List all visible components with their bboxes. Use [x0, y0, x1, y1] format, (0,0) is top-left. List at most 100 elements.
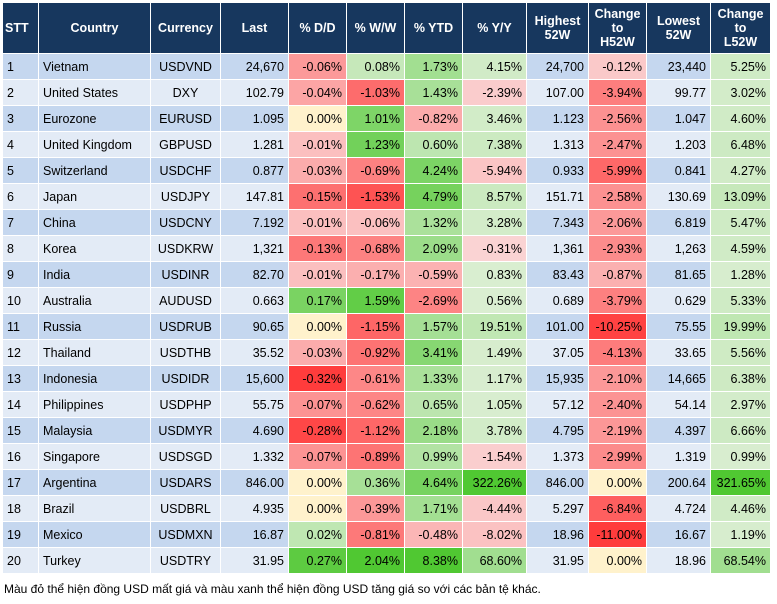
table-cell: 0.36% — [346, 469, 405, 496]
table-cell: USDIDR — [150, 365, 221, 392]
table-cell: 3.78% — [462, 417, 527, 444]
table-cell: -2.47% — [588, 131, 647, 158]
table-cell: 14,665 — [646, 365, 711, 392]
table-cell: EURUSD — [150, 105, 221, 132]
table-cell: -11.00% — [588, 521, 647, 548]
table-cell: USDBRL — [150, 495, 221, 522]
table-cell: 200.64 — [646, 469, 711, 496]
table-cell: United States — [38, 79, 151, 106]
table-cell: -0.48% — [404, 521, 463, 548]
table-cell: 0.933 — [526, 157, 589, 184]
table-cell: USDVND — [150, 53, 221, 80]
table-cell: 1.49% — [462, 339, 527, 366]
table-cell: Korea — [38, 235, 151, 262]
table-cell: Thailand — [38, 339, 151, 366]
table-cell: -0.82% — [404, 105, 463, 132]
table-cell: 0.00% — [588, 547, 647, 574]
table-cell: 1.71% — [404, 495, 463, 522]
table-cell: -0.06% — [288, 53, 347, 80]
column-header: % Y/Y — [462, 2, 527, 54]
table-cell: 3.41% — [404, 339, 463, 366]
table-cell: USDTRY — [150, 547, 221, 574]
table-cell: 130.69 — [646, 183, 711, 210]
column-header: Lowest 52W — [646, 2, 711, 54]
column-header: Highest 52W — [526, 2, 589, 54]
table-cell: 57.12 — [526, 391, 589, 418]
table-cell: -0.31% — [462, 235, 527, 262]
table-cell: 1.28% — [710, 261, 771, 288]
table-cell: 0.27% — [288, 547, 347, 574]
table-cell: 0.56% — [462, 287, 527, 314]
table-cell: 20 — [2, 547, 39, 574]
table-cell: DXY — [150, 79, 221, 106]
table-cell: -0.61% — [346, 365, 405, 392]
table-cell: 1.32% — [404, 209, 463, 236]
table-cell: 1.01% — [346, 105, 405, 132]
table-cell: 2.04% — [346, 547, 405, 574]
table-cell: 4.64% — [404, 469, 463, 496]
table-body: 1 Vietnam USDVND 24,670 -0.06% 0.08% 1.73% 4.15… — [2, 53, 771, 574]
table-cell: Mexico — [38, 521, 151, 548]
table-cell: -0.15% — [288, 183, 347, 210]
table-cell: -2.93% — [588, 235, 647, 262]
table-cell: 0.663 — [220, 287, 289, 314]
table-cell: 1,361 — [526, 235, 589, 262]
table-cell: 0.00% — [288, 495, 347, 522]
table-cell: 19.51% — [462, 313, 527, 340]
table-cell: 0.65% — [404, 391, 463, 418]
table-cell: Australia — [38, 287, 151, 314]
table-cell: USDCHF — [150, 157, 221, 184]
table-cell: 1.59% — [346, 287, 405, 314]
table-cell: Eurozone — [38, 105, 151, 132]
table-cell: -2.69% — [404, 287, 463, 314]
table-cell: 8 — [2, 235, 39, 262]
table-cell: 16.87 — [220, 521, 289, 548]
column-header: Change to L52W — [710, 2, 771, 54]
table-cell: -3.79% — [588, 287, 647, 314]
table-cell: 15 — [2, 417, 39, 444]
table-cell: China — [38, 209, 151, 236]
table-cell: AUDUSD — [150, 287, 221, 314]
column-header: Last — [220, 2, 289, 54]
table-cell: 0.841 — [646, 157, 711, 184]
table-cell: USDRUB — [150, 313, 221, 340]
table-cell: 24,700 — [526, 53, 589, 80]
table-cell: -0.92% — [346, 339, 405, 366]
table-cell: -1.12% — [346, 417, 405, 444]
table-cell: Switzerland — [38, 157, 151, 184]
table-cell: -0.39% — [346, 495, 405, 522]
table-row: 12 Thailand USDTHB 35.52 -0.03% -0.92% 3.41% 1.… — [2, 339, 771, 366]
table-cell: Brazil — [38, 495, 151, 522]
table-cell: USDJPY — [150, 183, 221, 210]
table-cell: 1.203 — [646, 131, 711, 158]
table-cell: 0.99% — [710, 443, 771, 470]
column-header: Change to H52W — [588, 2, 647, 54]
table-cell: -1.15% — [346, 313, 405, 340]
column-header: Country — [38, 2, 151, 54]
table-cell: -0.28% — [288, 417, 347, 444]
column-header: STT — [2, 2, 39, 54]
table-cell: 1.373 — [526, 443, 589, 470]
table-cell: 0.17% — [288, 287, 347, 314]
table-cell: 4.795 — [526, 417, 589, 444]
table-cell: 35.52 — [220, 339, 289, 366]
table-cell: 2.09% — [404, 235, 463, 262]
table-cell: 0.02% — [288, 521, 347, 548]
table-cell: 82.70 — [220, 261, 289, 288]
table-cell: 31.95 — [526, 547, 589, 574]
table-cell: USDSGD — [150, 443, 221, 470]
table-cell: -2.06% — [588, 209, 647, 236]
table-cell: 99.77 — [646, 79, 711, 106]
table-cell: 1.332 — [220, 443, 289, 470]
table-cell: -0.04% — [288, 79, 347, 106]
table-cell: USDPHP — [150, 391, 221, 418]
table-cell: 13 — [2, 365, 39, 392]
table-row: 7 China USDCNY 7.192 -0.01% -0.06% 1.32% 3.28% 7… — [2, 209, 771, 236]
table-cell: USDINR — [150, 261, 221, 288]
table-cell: -0.12% — [588, 53, 647, 80]
table-row: 9 India USDINR 82.70 -0.01% -0.17% -0.59% 0.83%… — [2, 261, 771, 288]
table-cell: 3.28% — [462, 209, 527, 236]
table-cell: 5 — [2, 157, 39, 184]
table-cell: 0.60% — [404, 131, 463, 158]
table-cell: 4.60% — [710, 105, 771, 132]
